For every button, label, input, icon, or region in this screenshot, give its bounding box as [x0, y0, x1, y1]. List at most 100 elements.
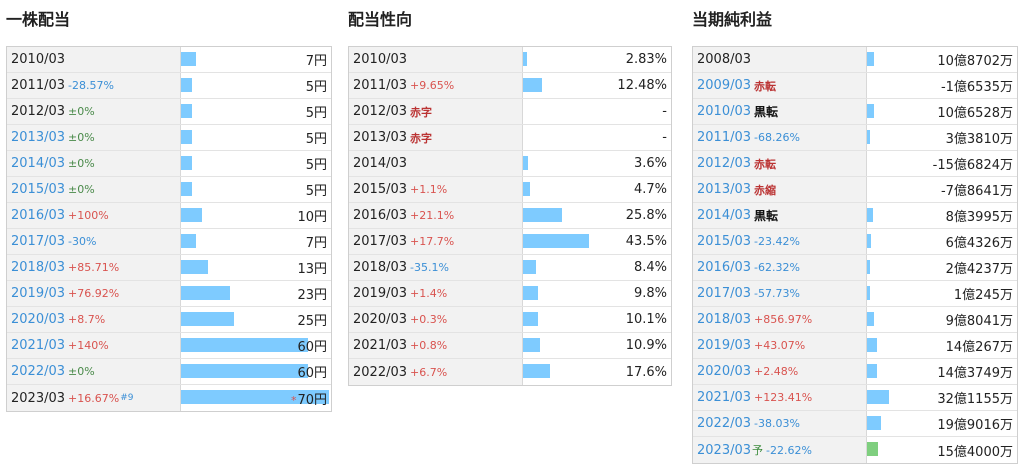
year-label[interactable]: 2010/03 [353, 52, 408, 67]
value-cell: -15億6824万 [867, 151, 1017, 176]
table-row: 2017/03 +17.7% 43.5% [349, 229, 671, 255]
change-percent: +17.7% [410, 235, 455, 248]
year-label[interactable]: 2015/03 [11, 182, 66, 197]
value-text: 7円 [306, 50, 327, 69]
value-number: 13円 [297, 262, 327, 277]
year-label[interactable]: 2020/03 [353, 312, 408, 327]
year-label[interactable]: 2023/03 [11, 390, 66, 406]
year-label[interactable]: 2022/03 [11, 364, 66, 379]
year-label[interactable]: 2022/03 [353, 364, 408, 380]
year-label[interactable]: 2021/03 [697, 390, 752, 405]
value-cell: 5円 [181, 125, 331, 150]
year-label[interactable]: 2020/03 [697, 364, 752, 379]
change-percent: +6.7% [410, 365, 448, 379]
year-label[interactable]: 2020/03 [11, 312, 66, 327]
forecast-tag: 予 [752, 444, 764, 457]
year-label[interactable]: 2010/03 [11, 52, 66, 67]
value-text: 8.4% [634, 260, 667, 275]
value-number: 10.9% [625, 338, 667, 353]
year-label[interactable]: 2013/03 [11, 130, 66, 145]
year-label[interactable]: 2011/03 [353, 78, 408, 93]
year-label[interactable]: 2017/03 [11, 234, 66, 249]
value-number: 5円 [305, 184, 327, 199]
value-text: 4.7% [634, 182, 667, 197]
change-percent: +0.3% [410, 313, 448, 326]
change-percent: +76.92% [68, 287, 120, 300]
change-percent: -28.57% [68, 79, 114, 92]
year-label[interactable]: 2015/03 [697, 234, 752, 249]
value-cell: 14億267万 [867, 333, 1017, 358]
value-cell: 2.83% [523, 47, 671, 72]
value-bar [867, 234, 871, 248]
year-label[interactable]: 2021/03 [353, 338, 408, 353]
value-bar [867, 286, 870, 300]
value-number: 43.5% [625, 234, 667, 249]
year-label[interactable]: 2008/03 [697, 52, 752, 67]
table-row: 2013/03 赤縮 -7億8641万 [693, 177, 1017, 203]
year-label[interactable]: 2017/03 [353, 234, 408, 249]
year-label[interactable]: 2009/03 [697, 78, 752, 93]
year-cell: 2017/03 -57.73% [693, 281, 867, 306]
value-number: 5円 [305, 158, 327, 173]
value-number: 9億8041万 [945, 314, 1013, 329]
year-cell: 2011/03 +9.65% [349, 73, 523, 98]
value-number: 6億4326万 [945, 236, 1013, 251]
year-label[interactable]: 2017/03 [697, 286, 752, 301]
year-cell: 2008/03 [693, 47, 867, 72]
year-cell: 2013/03 赤字 [349, 125, 523, 150]
year-label[interactable]: 2018/03 [697, 312, 752, 327]
value-bar [867, 442, 878, 456]
value-number: 14億267万 [945, 340, 1013, 355]
year-label[interactable]: 2018/03 [11, 260, 66, 275]
value-text: 10.1% [626, 312, 667, 327]
dividend-title: 一株配当 [6, 10, 71, 29]
change-percent: ±0% [68, 131, 95, 144]
year-cell: 2017/03 -30% [7, 229, 181, 254]
year-label[interactable]: 2013/03 [697, 182, 752, 197]
table-row: 2015/03 -23.42% 6億4326万 [693, 229, 1017, 255]
year-label[interactable]: 2016/03 [11, 208, 66, 223]
value-cell: 60円 [181, 333, 331, 358]
table-row: 2010/03 7円 [7, 47, 331, 73]
footnote-marker[interactable]: #9 [120, 393, 134, 403]
year-label[interactable]: 2010/03 [697, 104, 752, 119]
year-label[interactable]: 2012/03 [697, 156, 752, 171]
year-cell: 2022/03 ±0% [7, 359, 181, 384]
year-label[interactable]: 2011/03 [11, 78, 66, 93]
year-cell: 2017/03 +17.7% [349, 229, 523, 254]
year-label[interactable]: 2012/03 [11, 104, 66, 119]
value-bar [181, 182, 192, 196]
year-label[interactable]: 2019/03 [353, 286, 408, 301]
year-label[interactable]: 2021/03 [11, 338, 66, 353]
value-bar [523, 156, 528, 170]
year-label[interactable]: 2016/03 [697, 260, 752, 275]
year-label[interactable]: 2019/03 [11, 286, 66, 301]
table-row: 2011/03 +9.65% 12.48% [349, 73, 671, 99]
year-label[interactable]: 2023/03 [697, 442, 752, 458]
status-tag: 黒転 [754, 209, 779, 223]
year-label[interactable]: 2022/03 [697, 416, 752, 431]
year-label[interactable]: 2015/03 [353, 182, 408, 197]
year-label[interactable]: 2014/03 [11, 156, 66, 171]
table-row: 2013/03 ±0% 5円 [7, 125, 331, 151]
value-cell: 5円 [181, 99, 331, 124]
status-tag: 黒転 [754, 105, 779, 119]
year-label[interactable]: 2013/03 [353, 130, 408, 145]
year-label[interactable]: 2011/03 [697, 130, 752, 145]
value-text: 5円 [306, 76, 327, 95]
year-label[interactable]: 2019/03 [697, 338, 752, 353]
change-percent: +123.41% [754, 391, 813, 404]
year-label[interactable]: 2014/03 [353, 156, 408, 171]
value-number: -7億8641万 [940, 184, 1013, 199]
year-label[interactable]: 2012/03 [353, 104, 408, 119]
value-text: 8億3995万 [946, 206, 1013, 225]
value-number: -15億6824万 [932, 158, 1013, 173]
year-cell: 2021/03 +0.8% [349, 333, 523, 358]
value-text: 19億9016万 [937, 414, 1013, 433]
year-label[interactable]: 2018/03 [353, 260, 408, 275]
table-row: 2009/03 赤転 -1億6535万 [693, 73, 1017, 99]
year-label[interactable]: 2014/03 [697, 208, 752, 223]
year-label[interactable]: 2016/03 [353, 208, 408, 223]
table-row: 2020/03 +2.48% 14億3749万 [693, 359, 1017, 385]
value-bar [867, 130, 870, 144]
